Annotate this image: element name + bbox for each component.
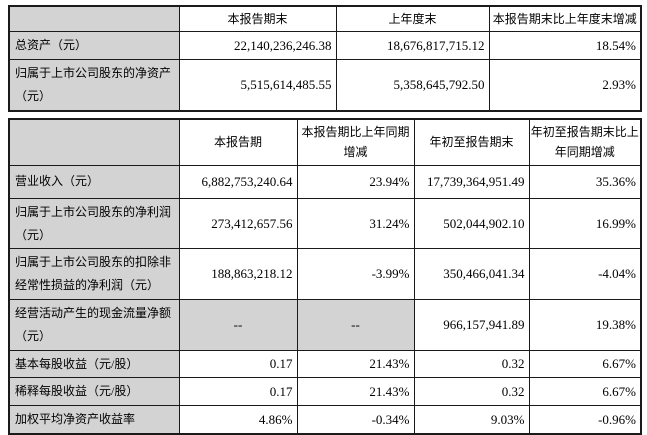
period-end-summary-table: 本报告期末 上年度末 本报告期末比上年度末增减 总资产（元） 22,140,23… [8,5,642,112]
column-header-ytd-change-vs-prior-year: 年初至报告期末比上年同期增减 [528,118,642,166]
cell-value: 6,882,753,240.64 [178,164,298,199]
row-label-net-profit: 归属于上市公司股东的净利润（元） [8,197,180,250]
cell-value: 0.32 [413,377,530,407]
cell-value: 502,044,902.10 [413,197,530,250]
row-label-net-profit-excl-nonrecurring: 归属于上市公司股东的扣除非经常性损益的净利润（元） [8,248,180,300]
table-row: 总资产（元） 22,140,236,246.38 18,676,817,715.… [8,31,642,61]
cell-value: 0.17 [178,349,298,379]
table-row: 经营活动产生的现金流量净额（元） -- -- 966,157,941.89 19… [8,298,642,351]
row-label-net-assets: 归属于上市公司股东的净资产（元） [8,59,180,112]
cell-value: -3.99% [296,248,415,300]
table-row: 加权平均净资产收益率 4.86% -0.34% 9.03% -0.96% [8,405,642,435]
cell-value-not-applicable: -- [178,298,298,351]
cell-value: -0.96% [528,405,642,435]
row-label-operating-revenue: 营业收入（元） [8,164,180,199]
row-label-diluted-eps: 稀释每股收益（元/股） [8,377,180,407]
table-row: 归属于上市公司股东的净利润（元） 273,412,657.56 31.24% 5… [8,197,642,250]
table-row: 稀释每股收益（元/股） 0.17 21.43% 0.32 6.67% [8,377,642,407]
row-label-weighted-average-roe: 加权平均净资产收益率 [8,405,180,435]
column-header-current-period: 本报告期 [178,118,298,166]
cell-value: 5,358,645,792.50 [335,59,490,112]
column-header-change-vs-prior-year-end: 本报告期末比上年度末增减 [488,5,642,33]
reporting-period-summary-table: 本报告期 本报告期比上年同期增减 年初至报告期末 年初至报告期末比上年同期增减 … [8,117,642,435]
cell-value: 19.38% [528,298,642,351]
cell-value: 9.03% [413,405,530,435]
cell-value: 273,412,657.56 [178,197,298,250]
cell-value: 6.67% [528,377,642,407]
table-row: 归属于上市公司股东的净资产（元） 5,515,614,485.55 5,358,… [8,59,642,112]
cell-value: -4.04% [528,248,642,300]
row-label-total-assets: 总资产（元） [8,31,180,61]
table-row: 基本每股收益（元/股） 0.17 21.43% 0.32 6.67% [8,349,642,379]
table-header-row: 本报告期末 上年度末 本报告期末比上年度末增减 [8,5,642,33]
cell-value: -0.34% [296,405,415,435]
cell-value-not-applicable: -- [296,298,415,351]
column-header-blank [8,5,180,33]
column-header-current-period-end: 本报告期末 [178,5,337,33]
table-header-row: 本报告期 本报告期比上年同期增减 年初至报告期末 年初至报告期末比上年同期增减 [8,118,642,166]
table-row: 归属于上市公司股东的扣除非经常性损益的净利润（元） 188,863,218.12… [8,248,642,300]
cell-value: 17,739,364,951.49 [413,164,530,199]
cell-value: 21.43% [296,349,415,379]
cell-value: 35.36% [528,164,642,199]
table-row: 营业收入（元） 6,882,753,240.64 23.94% 17,739,3… [8,164,642,199]
cell-value: 16.99% [528,197,642,250]
column-header-blank [8,118,180,166]
cell-value: 4.86% [178,405,298,435]
column-header-change-vs-prior-year-period: 本报告期比上年同期增减 [296,118,415,166]
cell-value: 5,515,614,485.55 [178,59,337,112]
cell-value: 22,140,236,246.38 [178,31,337,61]
cell-value: 18,676,817,715.12 [335,31,490,61]
cell-value: 0.17 [178,377,298,407]
cell-value: 350,466,041.34 [413,248,530,300]
column-header-year-to-date: 年初至报告期末 [413,118,530,166]
column-header-prior-year-end: 上年度末 [335,5,490,33]
cell-value: 188,863,218.12 [178,248,298,300]
row-label-basic-eps: 基本每股收益（元/股） [8,349,180,379]
cell-value: 966,157,941.89 [413,298,530,351]
cell-value: 21.43% [296,377,415,407]
cell-value: 0.32 [413,349,530,379]
cell-value: 2.93% [488,59,642,112]
cell-value: 18.54% [488,31,642,61]
row-label-operating-cash-flow: 经营活动产生的现金流量净额（元） [8,298,180,351]
cell-value: 6.67% [528,349,642,379]
cell-value: 31.24% [296,197,415,250]
cell-value: 23.94% [296,164,415,199]
